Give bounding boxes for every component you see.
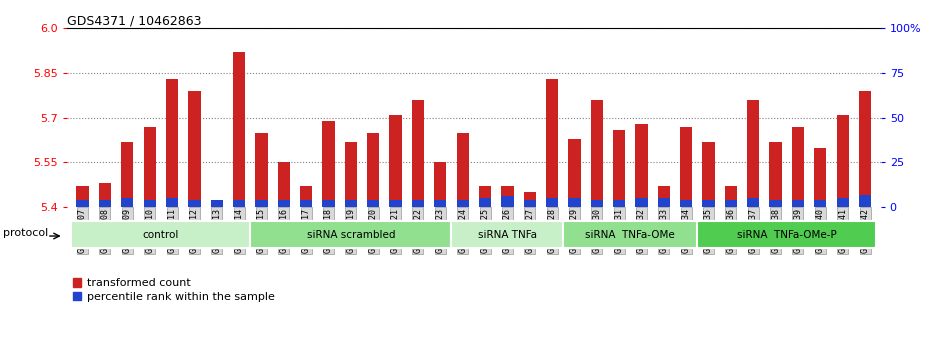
Bar — [76, 186, 88, 354]
Bar — [300, 186, 312, 354]
Bar — [724, 186, 737, 354]
Bar — [457, 200, 469, 207]
Bar — [837, 115, 849, 354]
Bar — [256, 200, 268, 207]
Bar — [524, 192, 536, 354]
Bar — [546, 198, 558, 207]
Bar — [188, 91, 201, 354]
Bar — [724, 200, 737, 207]
Bar — [166, 79, 179, 354]
FancyBboxPatch shape — [250, 221, 451, 248]
Bar — [345, 200, 357, 207]
Bar — [323, 121, 335, 354]
Bar — [680, 200, 692, 207]
Text: siRNA  TNFa-OMe: siRNA TNFa-OMe — [586, 229, 675, 240]
Bar — [367, 200, 379, 207]
Bar — [791, 200, 804, 207]
Bar — [76, 200, 88, 207]
Bar — [837, 198, 849, 207]
Text: control: control — [142, 229, 179, 240]
Bar — [434, 162, 446, 354]
Bar — [747, 100, 760, 354]
FancyBboxPatch shape — [698, 221, 876, 248]
Bar — [143, 200, 156, 207]
Bar — [524, 200, 536, 207]
FancyBboxPatch shape — [72, 221, 250, 248]
Text: GDS4371 / 10462863: GDS4371 / 10462863 — [67, 14, 202, 27]
Legend: transformed count, percentile rank within the sample: transformed count, percentile rank withi… — [73, 278, 275, 302]
Bar — [390, 115, 402, 354]
Bar — [546, 79, 558, 354]
Bar — [457, 133, 469, 354]
Bar — [613, 200, 625, 207]
Bar — [568, 198, 580, 207]
Bar — [591, 200, 603, 207]
Bar — [769, 200, 782, 207]
Bar — [479, 198, 491, 207]
Bar — [278, 200, 290, 207]
Bar — [658, 198, 670, 207]
Bar — [256, 133, 268, 354]
Bar — [635, 198, 647, 207]
Bar — [121, 142, 134, 354]
Bar — [278, 162, 290, 354]
Text: siRNA  TNFa-OMe-P: siRNA TNFa-OMe-P — [737, 229, 837, 240]
Bar — [188, 200, 201, 207]
Bar — [323, 200, 335, 207]
Bar — [367, 133, 379, 354]
Bar — [232, 52, 246, 354]
Bar — [568, 138, 580, 354]
Bar — [99, 183, 111, 354]
Bar — [814, 200, 827, 207]
Bar — [412, 200, 424, 207]
Bar — [791, 127, 804, 354]
Bar — [390, 200, 402, 207]
Bar — [591, 100, 603, 354]
FancyBboxPatch shape — [564, 221, 698, 248]
Bar — [210, 201, 223, 354]
Text: protocol: protocol — [4, 228, 48, 238]
Bar — [635, 124, 647, 354]
Bar — [501, 196, 513, 207]
Bar — [300, 200, 312, 207]
Bar — [232, 200, 246, 207]
Bar — [99, 200, 111, 207]
Bar — [747, 198, 760, 207]
Bar — [859, 91, 871, 354]
Bar — [702, 142, 715, 354]
Bar — [479, 186, 491, 354]
Bar — [501, 186, 513, 354]
Bar — [814, 148, 827, 354]
Bar — [769, 142, 782, 354]
Bar — [143, 127, 156, 354]
Bar — [412, 100, 424, 354]
Bar — [121, 198, 134, 207]
Bar — [680, 127, 692, 354]
Text: siRNA scrambled: siRNA scrambled — [307, 229, 395, 240]
Bar — [166, 198, 179, 207]
Bar — [859, 195, 871, 207]
Bar — [658, 186, 670, 354]
FancyBboxPatch shape — [451, 221, 564, 248]
Bar — [210, 200, 223, 207]
Bar — [613, 130, 625, 354]
Bar — [702, 200, 715, 207]
Bar — [345, 142, 357, 354]
Text: siRNA TNFa: siRNA TNFa — [478, 229, 537, 240]
Bar — [434, 200, 446, 207]
